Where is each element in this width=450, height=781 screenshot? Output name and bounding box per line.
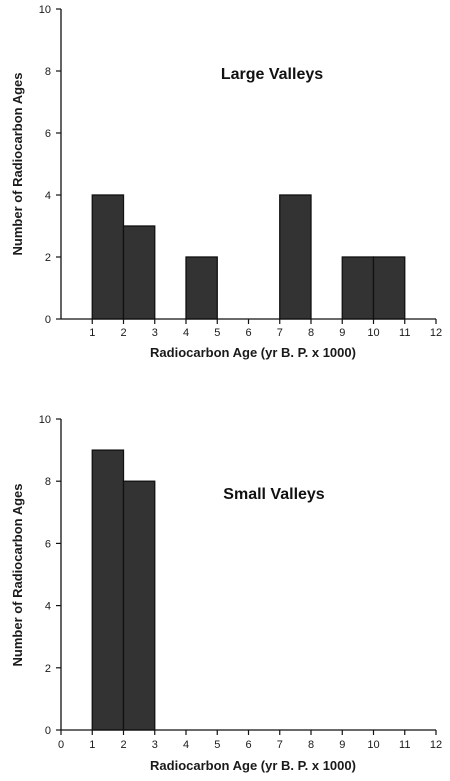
large-valleys-panel: Large Valleys Radiocarbon Age (yr B. P. … [10,4,442,360]
large-valleys-y-tick-label: 6 [45,128,51,140]
large-valleys-bar-3 [279,194,312,320]
small-valleys-panel: Small Valleys Radiocarbon Age (yr B. P. … [10,414,442,773]
large-valleys-x-tick-label: 7 [277,327,283,339]
small-valleys-y-tick-label: 6 [45,538,51,550]
large-valleys-bar-1 [122,225,156,320]
large-valleys-y-tick-label: 10 [39,4,51,16]
small-valleys-y-tick-label: 8 [45,476,51,488]
large-valleys-x-tick-label: 1 [89,327,95,339]
small-valleys-y-tick-label: 4 [45,601,51,613]
small-valleys-bar-1 [122,480,156,731]
large-valleys-x-tick-label: 3 [152,327,158,339]
large-valleys-x-tick-label: 6 [245,327,251,339]
small-valleys-x-tick-label: 10 [367,739,379,751]
large-valleys-y-tick-label: 0 [45,314,51,326]
small-valleys-x-axis-title: Radiocarbon Age (yr B. P. x 1000) [150,758,356,773]
small-valleys-x-tick-label: 1 [89,739,95,751]
large-valleys-x-tick-label: 11 [399,327,410,339]
small-valleys-x-tick-label: 3 [152,739,158,751]
large-valleys-x-tick-label: 2 [120,327,126,339]
small-valleys-y-tick-label: 2 [45,663,51,675]
large-valleys-x-tick-label: 5 [214,327,220,339]
large-valleys-bar-5 [372,256,406,320]
large-valleys-x-tick-label: 8 [308,327,314,339]
small-valleys-x-tick-label: 9 [339,739,345,751]
large-valleys-x-axis-title: Radiocarbon Age (yr B. P. x 1000) [150,345,356,360]
small-valleys-x-tick-label: 5 [214,739,220,751]
large-valleys-x-tick-label: 4 [183,327,189,339]
large-valleys-y-tick-label: 4 [45,190,51,202]
small-valleys-y-tick-label: 10 [39,414,51,426]
large-valleys-x-tick-label: 9 [339,327,345,339]
large-valleys-bar-4 [341,256,375,320]
small-valleys-x-tick-label: 7 [277,739,283,751]
small-valleys-x-tick-label: 8 [308,739,314,751]
large-valleys-x-tick-label: 10 [367,327,379,339]
large-valleys-y-tick-label: 8 [45,66,51,78]
small-valleys-bar-0 [91,449,125,731]
small-valleys-x-tick-label: 4 [183,739,189,751]
small-valleys-x-tick-label: 12 [430,739,442,751]
small-valleys-y-tick-label: 0 [45,725,51,737]
large-valleys-y-tick-label: 2 [45,252,51,264]
large-valleys-y-axis-title: Number of Radiocarbon Ages [10,73,25,256]
large-valleys-x-tick-label: 12 [430,327,442,339]
large-valleys-title: Large Valleys [221,66,323,83]
large-valleys-bar-2 [185,256,218,320]
small-valleys-x-tick-label: 6 [245,739,251,751]
small-valleys-x-tick-label: 2 [120,739,126,751]
small-valleys-x-tick-label: 0 [58,739,64,751]
small-valleys-title: Small Valleys [223,486,325,503]
small-valleys-x-tick-label: 11 [399,739,410,751]
large-valleys-bar-0 [91,194,125,320]
small-valleys-y-axis-title: Number of Radiocarbon Ages [10,484,25,667]
